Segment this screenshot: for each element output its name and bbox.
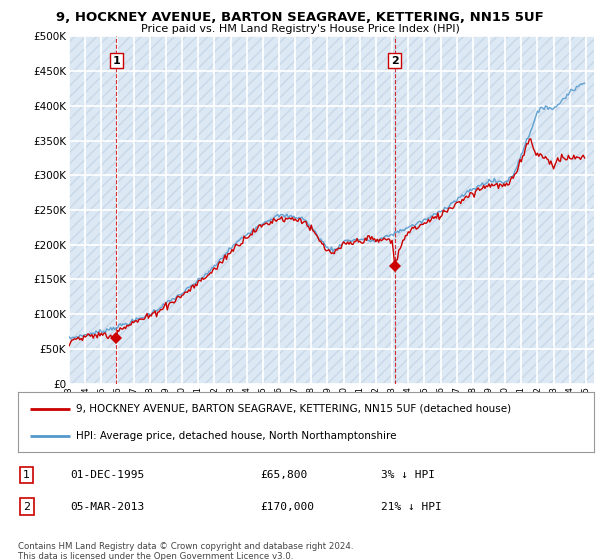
Text: Price paid vs. HM Land Registry's House Price Index (HPI): Price paid vs. HM Land Registry's House … [140,24,460,34]
Text: 3% ↓ HPI: 3% ↓ HPI [381,470,435,480]
Text: 01-DEC-1995: 01-DEC-1995 [70,470,144,480]
Text: £65,800: £65,800 [260,470,307,480]
Text: 21% ↓ HPI: 21% ↓ HPI [381,502,442,512]
Text: 05-MAR-2013: 05-MAR-2013 [70,502,144,512]
Text: 1: 1 [112,55,120,66]
Text: 1: 1 [23,470,30,480]
Text: HPI: Average price, detached house, North Northamptonshire: HPI: Average price, detached house, Nort… [76,431,396,441]
Text: 2: 2 [391,55,398,66]
Text: 9, HOCKNEY AVENUE, BARTON SEAGRAVE, KETTERING, NN15 5UF (detached house): 9, HOCKNEY AVENUE, BARTON SEAGRAVE, KETT… [76,404,511,414]
Text: Contains HM Land Registry data © Crown copyright and database right 2024.
This d: Contains HM Land Registry data © Crown c… [18,542,353,560]
Text: £170,000: £170,000 [260,502,314,512]
Text: 9, HOCKNEY AVENUE, BARTON SEAGRAVE, KETTERING, NN15 5UF: 9, HOCKNEY AVENUE, BARTON SEAGRAVE, KETT… [56,11,544,24]
Text: 2: 2 [23,502,30,512]
